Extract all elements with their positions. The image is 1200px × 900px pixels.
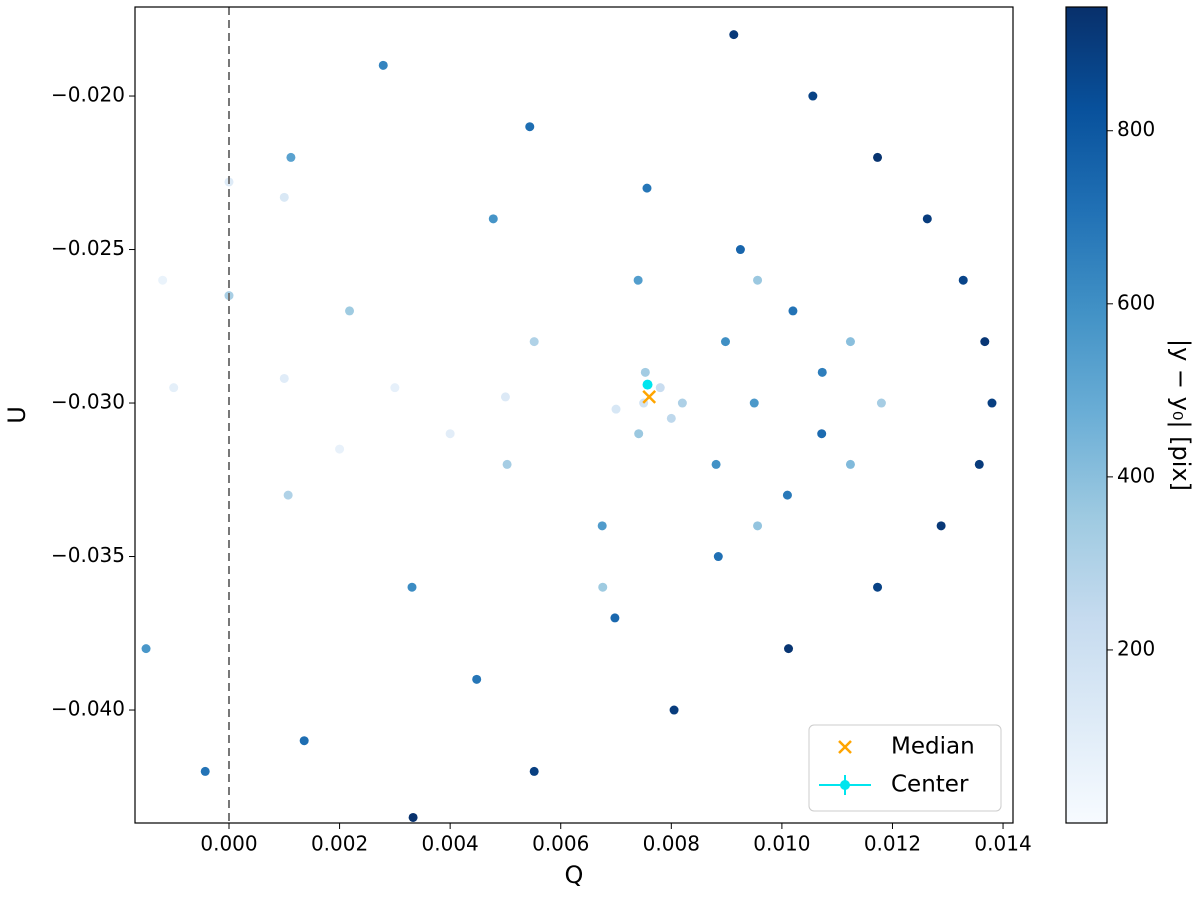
point [845,459,855,469]
point [634,429,644,439]
legend-box [808,724,1002,812]
y-tick-label: −0.035 [51,543,125,567]
center-marker [642,379,653,390]
point [782,490,792,500]
point [735,245,745,255]
point [529,766,539,776]
plot-frame [134,6,1014,824]
point [378,60,388,70]
point [873,582,883,592]
colorbar-tick-label: 200 [1117,636,1155,660]
x-tick-label: 0.012 [864,832,921,856]
point [713,552,723,562]
point [610,613,620,623]
point [611,404,621,414]
point [279,192,289,202]
point [817,367,827,377]
point [502,459,512,469]
point [597,521,607,531]
colorbar-label: |y − y₀| [pix] [1167,339,1195,491]
point [640,367,650,377]
y-tick-label: −0.020 [51,83,125,107]
point [974,459,984,469]
point [488,214,498,224]
x-tick-label: 0.004 [422,832,479,856]
legend-marker [838,740,852,754]
legend-label: Median [891,734,975,760]
point [158,275,168,285]
point [408,812,418,822]
x-tick-label: 0.002 [311,832,368,856]
point [642,183,652,193]
point [980,337,990,347]
point [169,383,179,393]
point [390,383,400,393]
y-tick-label: −0.025 [51,236,125,260]
point [958,275,968,285]
point [655,383,665,393]
y-axis-label: U [3,406,31,424]
point [633,275,643,285]
point [788,306,798,316]
point [711,459,721,469]
x-tick-label: 0.000 [200,832,257,856]
point [345,306,355,316]
point [666,413,676,423]
legend-label: Center [891,772,969,798]
point [784,644,794,654]
point [141,644,151,654]
point [677,398,687,408]
point [299,736,309,746]
scatter-points [141,30,997,822]
point [845,337,855,347]
point [669,705,679,715]
point [729,30,739,40]
point [753,521,763,531]
point [407,582,417,592]
point [445,429,455,439]
colorbar [1065,6,1108,824]
x-tick-label: 0.008 [643,832,700,856]
colorbar-tick-label: 400 [1117,463,1155,487]
point [525,122,535,132]
median-marker [642,390,657,404]
point [472,674,482,684]
colorbar-tick-label: 600 [1117,290,1155,314]
point [936,521,946,531]
point [200,766,210,776]
y-tick-label: −0.040 [51,697,125,721]
point [749,398,759,408]
point [286,152,296,162]
point [876,398,886,408]
y-tick-label: −0.030 [51,390,125,414]
point [720,337,730,347]
point [987,398,997,408]
x-tick-label: 0.010 [753,832,810,856]
point [529,337,539,347]
point [922,214,932,224]
x-tick-label: 0.006 [532,832,589,856]
point [873,152,883,162]
point [808,91,818,101]
legend-marker [840,780,850,790]
point [817,429,827,439]
x-axis-label: Q [565,861,584,889]
point [283,490,293,500]
point [598,582,608,592]
point [753,275,763,285]
point [500,392,510,402]
colorbar-tick-label: 800 [1117,117,1155,141]
point [279,373,289,383]
x-tick-label: 0.014 [974,832,1031,856]
point [335,444,345,454]
